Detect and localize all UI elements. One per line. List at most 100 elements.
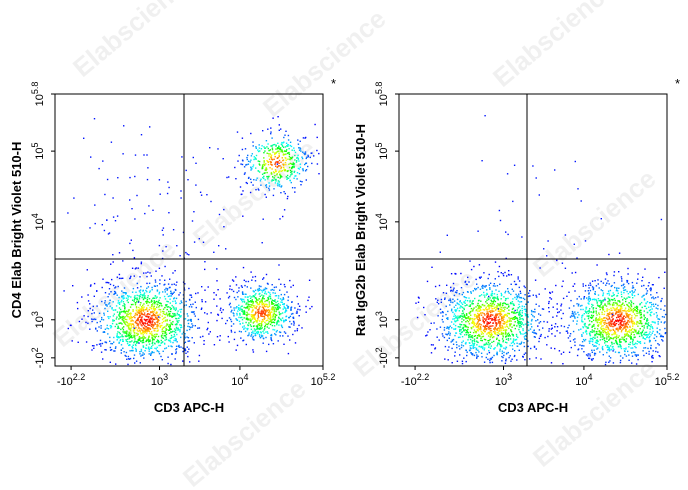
event-dot [417, 296, 420, 298]
event-dot [160, 325, 162, 327]
event-dot [274, 333, 276, 335]
event-dot [267, 314, 269, 317]
event-dot [469, 347, 472, 349]
event-dot [444, 298, 446, 300]
event-dot [134, 304, 137, 306]
event-dot [121, 295, 124, 297]
event-dot [499, 343, 501, 346]
event-dot [263, 305, 265, 307]
event-dot [643, 315, 645, 317]
event-dot [284, 332, 287, 334]
event-dot [631, 355, 634, 357]
event-dot [105, 281, 107, 284]
event-dot [612, 318, 614, 321]
event-dot [616, 319, 618, 322]
event-dot [469, 304, 472, 306]
event-dot [662, 340, 664, 342]
event-dot [466, 300, 469, 302]
event-dot [263, 318, 265, 320]
event-dot [245, 317, 248, 319]
event-dot [656, 316, 658, 318]
event-dot [285, 130, 287, 132]
event-dot [199, 191, 202, 193]
event-dot [136, 282, 138, 285]
event-dot [290, 163, 293, 165]
event-dot [248, 313, 250, 316]
event-dot [510, 342, 513, 344]
event-dot [440, 298, 443, 301]
event-dot [275, 309, 278, 311]
event-dot [618, 323, 620, 326]
event-dot [221, 317, 223, 320]
event-dot [154, 295, 157, 297]
marker-label: * [331, 76, 336, 91]
event-dot [172, 336, 175, 338]
event-dot [161, 315, 163, 317]
event-dot [285, 153, 287, 155]
event-dot [483, 313, 485, 315]
event-dot [462, 326, 465, 329]
event-dot [632, 325, 634, 327]
event-dot [244, 296, 246, 298]
event-dot [180, 336, 182, 339]
event-dot [486, 315, 489, 317]
event-dot [137, 301, 140, 303]
event-dot [122, 331, 124, 333]
event-dot [169, 328, 171, 330]
event-dot [269, 313, 271, 315]
event-dot [165, 333, 168, 335]
event-dot [453, 323, 455, 325]
event-dot [267, 178, 269, 180]
event-dot [455, 341, 458, 343]
event-dot [616, 327, 618, 329]
event-dot [471, 354, 474, 356]
event-dot [230, 331, 233, 333]
event-dot [190, 294, 192, 296]
event-dot [501, 325, 503, 327]
event-dot [130, 324, 132, 326]
event-dot [532, 294, 534, 296]
event-dot [174, 300, 176, 302]
event-dot [256, 320, 258, 322]
event-dot [264, 313, 266, 316]
event-dot [171, 345, 173, 348]
event-dot [152, 324, 155, 327]
event-dot [152, 209, 154, 211]
event-dot [521, 305, 523, 307]
event-dot [177, 329, 179, 331]
event-dot [276, 300, 279, 303]
event-dot [472, 343, 474, 345]
event-dot [114, 350, 116, 352]
event-dot [621, 307, 623, 310]
event-dot [456, 318, 459, 320]
event-dot [605, 284, 607, 286]
event-dot [649, 313, 651, 316]
event-dot [85, 321, 87, 324]
event-dot [270, 319, 272, 322]
event-dot [137, 333, 139, 335]
event-dot [613, 333, 615, 335]
event-dot [118, 341, 120, 344]
event-dot [171, 316, 173, 318]
event-dot [493, 299, 495, 302]
event-dot [261, 319, 264, 321]
event-dot [245, 164, 247, 166]
event-dot [278, 154, 280, 156]
event-dot [262, 278, 264, 280]
event-dot [630, 330, 632, 332]
event-dot [444, 345, 447, 348]
event-dot [139, 322, 141, 324]
event-dot [192, 303, 194, 305]
event-dot [309, 156, 311, 159]
event-dot [141, 337, 143, 339]
event-dot [101, 316, 103, 319]
event-dot [255, 312, 257, 314]
event-dot [587, 310, 589, 312]
event-dot [451, 347, 453, 350]
event-dot [260, 312, 263, 314]
event-dot [100, 351, 103, 353]
event-dot [169, 306, 171, 309]
event-dot [466, 330, 468, 332]
event-dot [260, 184, 262, 186]
event-dot [551, 324, 553, 326]
